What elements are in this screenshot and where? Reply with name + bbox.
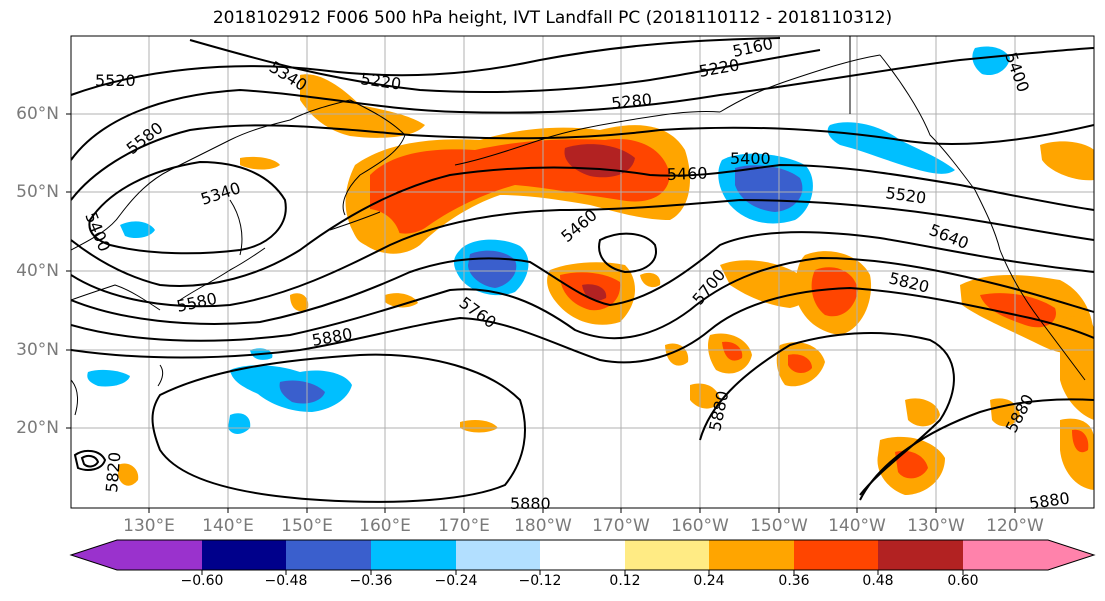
ivt-region [385, 293, 418, 308]
lon-label-170e: 170°E [438, 516, 490, 536]
lon-label-130e: 130°E [123, 516, 175, 536]
colorbar [69, 539, 1096, 575]
map-title: 2018102912 F006 500 hPa height, IVT Land… [212, 8, 893, 28]
ivt-region [1072, 429, 1089, 453]
contour-label: 5820 [102, 451, 124, 493]
colorbar-segment [625, 540, 709, 570]
colorbar-tick-label: 0.60 [947, 573, 979, 589]
colorbar-segment [878, 540, 963, 570]
colorbar-tick-label: −0.12 [518, 573, 562, 589]
colorbar-tick-label: −0.60 [180, 573, 224, 589]
ivt-region [118, 463, 139, 486]
lat-label-60n: 60°N [16, 104, 59, 124]
ivt-region [120, 221, 155, 238]
contour-label: 5880 [510, 494, 551, 513]
ivt-region [811, 267, 858, 317]
lat-label-20n: 20°N [16, 418, 59, 438]
colorbar-segment [71, 540, 202, 570]
ivt-positive-regions [118, 74, 1094, 495]
ivt-region [228, 413, 251, 434]
contour-label: 5280 [610, 90, 652, 113]
ivt-region [279, 380, 325, 404]
ivt-region [87, 369, 130, 387]
lat-label-30n: 30°N [16, 340, 59, 360]
ivt-region [788, 354, 812, 374]
map-panel [70, 35, 1095, 509]
ivt-region [468, 250, 517, 288]
ivt-region [690, 383, 720, 409]
lon-label-150w: 150°W [750, 516, 808, 536]
colorbar-tick-label: −0.48 [264, 573, 308, 589]
ivt-region [564, 144, 635, 178]
ivt-region [1040, 141, 1094, 181]
lon-label-170w: 170°W [592, 516, 650, 536]
contour-label: 5520 [95, 71, 136, 90]
ivt-region [895, 450, 928, 479]
ivt-region [990, 398, 1020, 427]
colorbar-tick-label: 0.24 [693, 573, 725, 589]
colorbar-tick-label: −0.36 [349, 573, 393, 589]
lat-label-40n: 40°N [16, 261, 59, 281]
lat-label-50n: 50°N [16, 182, 59, 202]
lon-label-180w: 180°W [514, 516, 572, 536]
lon-label-160e: 160°E [359, 516, 411, 536]
colorbar-segment [202, 540, 286, 570]
colorbar-segment [456, 540, 540, 570]
ivt-region [240, 156, 280, 170]
axis-ticks [66, 113, 1016, 513]
contour-label: 5400 [730, 149, 771, 168]
colorbar-tick-label: 0.36 [778, 573, 810, 589]
lon-label-160w: 160°W [671, 516, 729, 536]
colorbar-outline [69, 539, 1096, 571]
colorbar-tick-label: −0.24 [434, 573, 478, 589]
ivt-region [905, 398, 940, 427]
colorbar-segment [794, 540, 878, 570]
colorbar-segment [286, 540, 371, 570]
colorbar-segment [709, 540, 794, 570]
colorbar-segment [963, 540, 1094, 570]
lon-label-150e: 150°E [281, 516, 333, 536]
lon-label-140w: 140°W [828, 516, 886, 536]
colorbar-segment [371, 540, 456, 570]
colorbar-segment [540, 540, 625, 570]
contour-label: 5460 [666, 164, 707, 184]
height-contours [71, 37, 1094, 503]
ivt-region [640, 272, 661, 288]
lon-label-120w: 120°W [986, 516, 1044, 536]
colorbar-tick-label: 0.12 [609, 573, 641, 589]
lon-label-130w: 130°W [907, 516, 965, 536]
map-frame [70, 35, 1095, 509]
ivt-region [460, 420, 498, 433]
ivt-region [722, 341, 743, 361]
ivt-region [972, 46, 1010, 76]
lon-label-140e: 140°E [202, 516, 254, 536]
colorbar-tick-label: 0.48 [862, 573, 894, 589]
ivt-region [1060, 316, 1094, 420]
ivt-region [290, 293, 309, 312]
